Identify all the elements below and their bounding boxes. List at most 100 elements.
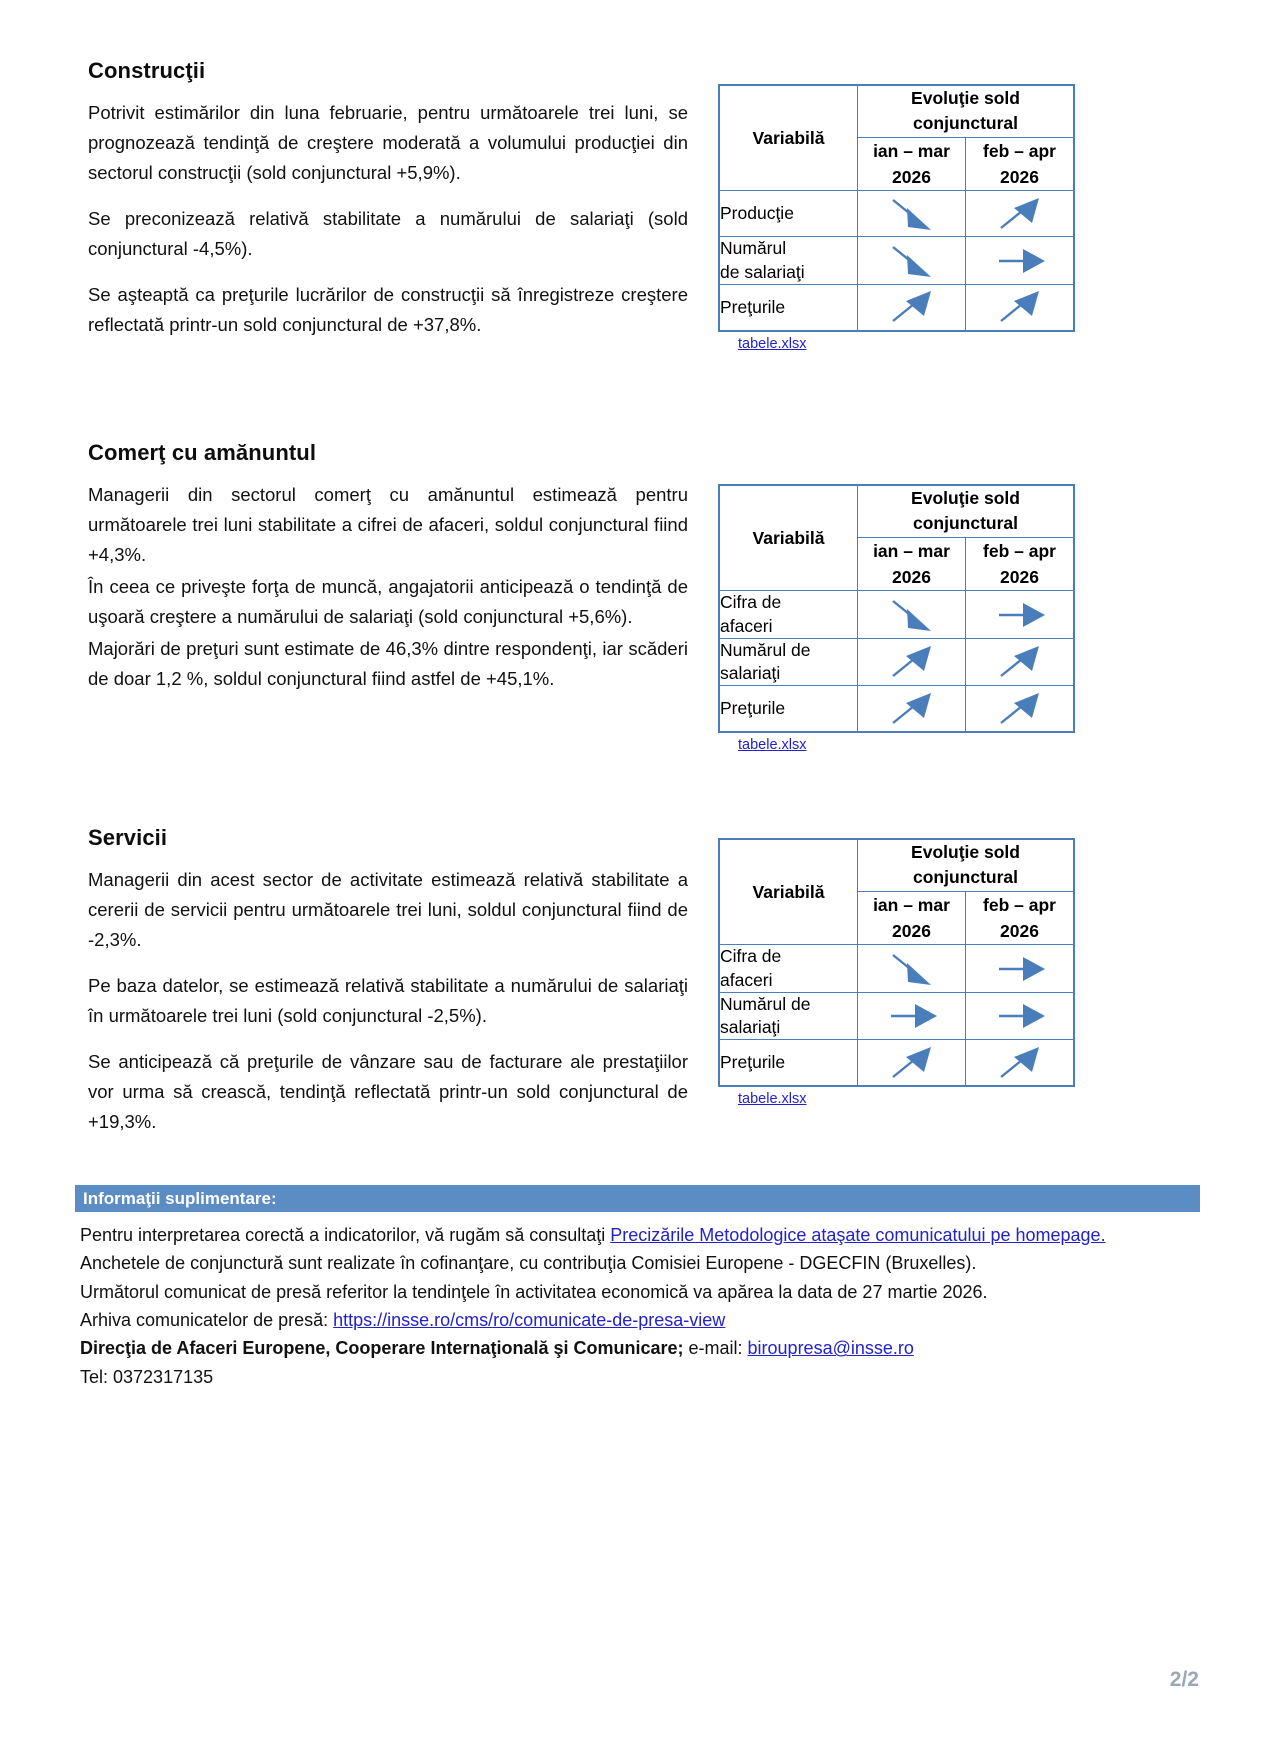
footer-text-block: Pentru interpretarea corectă a indicator… [80,1222,1200,1392]
paragraph: Majorări de preţuri sunt estimate de 46,… [88,637,688,689]
table-row: Preţurile [718,283,1075,332]
table-row: Cifra de afaceri [718,590,1075,639]
row-label: Preţurile [718,685,858,733]
table-row: Numărul de salariaţi [718,637,1075,687]
section-title: Comerţ cu amănuntul [88,440,317,465]
paragraph: Managerii din sectorul comerţ cu amănunt… [88,484,688,565]
footer-line-2: Anchetele de conjunctură sunt realizate … [80,1253,977,1274]
footer-line-5: Direcţia de Afaceri Europene, Cooperare … [80,1335,1200,1362]
cell-period-1 [857,283,966,332]
cell-period-2 [965,283,1075,332]
arrow-up-right-icon [989,692,1051,724]
row-label: Numărul de salariaţi [718,637,858,687]
arrow-up-right-icon [881,1046,943,1078]
arrow-right-icon [989,1004,1051,1029]
cell-period-2 [965,590,1075,639]
table-block-servicii: Variabilă Evoluţie sold conjunctural ian – … [718,838,1075,1107]
cell-period-1 [857,991,966,1041]
cell-period-1 [857,236,966,285]
header-variabila: Variabilă [718,838,858,946]
section-servicii: Servicii Managerii din acest sector de a… [88,825,688,1153]
footer-line-1: Pentru interpretarea corectă a indicator… [80,1222,1200,1249]
arrow-up-right-icon [881,291,943,323]
section-comert: Comerţ cu amănuntul Managerii din sector… [88,440,688,696]
section-title: Servicii [88,825,168,850]
arrow-down-right-icon [881,198,943,230]
footer-line-6: Tel: 0372317135 [80,1366,214,1387]
cell-period-2 [965,1039,1075,1087]
footer-line-4-text: Arhiva comunicatelor de presă: [80,1310,334,1331]
table-row: Numărul de salariaţi [718,236,1075,285]
arrow-up-right-icon [989,291,1051,323]
cell-period-2 [965,991,1075,1041]
table-block-constructii: Variabilă Evoluţie sold conjunctural ian – … [718,84,1075,352]
table-header-row: Variabilă Evoluţie sold conjunctural [718,838,1075,946]
cell-period-2 [965,190,1075,238]
table-row: Numărul de salariaţi [718,991,1075,1041]
header-period-2: feb – apr 2026 [965,136,1075,192]
arrow-up-right-icon [989,197,1051,229]
arrow-up-right-icon [989,646,1051,677]
cell-period-1 [857,637,966,687]
arrow-down-right-icon [881,599,943,631]
cell-period-1 [857,190,966,238]
cell-period-2 [965,236,1075,285]
arrow-right-icon [881,1004,943,1029]
arrow-right-icon [989,602,1051,627]
cell-period-1 [857,944,966,993]
cell-period-2 [965,685,1075,733]
tabele-xlsx-link[interactable]: tabele.xlsx [738,737,807,754]
table-subheader-row: ian – mar 2026 feb – apr 2026 [719,136,1075,192]
paragraph: Se anticipează că preţurile de vânzare s… [88,1050,688,1132]
header-period-1: ian – mar 2026 [857,136,966,192]
directia-label: Direcţia de Afaceri Europene, Cooperare … [80,1338,684,1359]
row-label: Preţurile [718,283,858,332]
row-label: Numărul de salariaţi [718,991,858,1041]
arrow-down-right-icon [881,953,943,985]
table-row: Cifra de afaceri [718,944,1075,993]
arhiva-link[interactable]: https://insse.ro/cms/ro/comunicate-de-pr… [333,1310,726,1331]
conjunctural-table-comert: Variabilă Evoluţie sold conjunctural ian – … [718,484,1075,734]
footer-line-3: Următorul comunicat de presă referitor l… [80,1281,988,1302]
table-subheader-row: ian – mar 2026 feb – apr 2026 [719,536,1075,592]
cell-period-2 [965,944,1075,993]
email-label: e-mail: [683,1338,748,1359]
header-variabila: Variabilă [718,84,858,192]
paragraph: Se preconizează relativă stabilitate a n… [88,207,688,259]
header-period-2: feb – apr 2026 [965,890,1075,946]
cell-period-1 [857,1039,966,1087]
cell-period-1 [857,590,966,639]
table-row: Preţurile [718,685,1075,733]
row-label: Preţurile [718,1039,858,1087]
arrow-up-right-icon [881,646,943,677]
header-evolutie: Evoluţie sold conjunctural [857,484,1075,538]
table-block-comert: Variabilă Evoluţie sold conjunctural ian – … [718,484,1075,753]
table-subheader-row: ian – mar 2026 feb – apr 2026 [719,890,1075,946]
metodologice-link[interactable]: Precizările Metodologice ataşate comunic… [610,1225,1106,1245]
table-row: Producţie [718,190,1075,238]
section-title: Construcţii [88,58,206,83]
table-header-row: Variabilă Evoluţie sold conjunctural [718,84,1075,192]
arrow-down-right-icon [881,245,943,277]
paragraph: Se aşteaptă ca preţurile lucrărilor de c… [88,283,688,335]
section-constructii: Construcţii Potrivit estimărilor din lun… [88,58,688,356]
row-label: Cifra de afaceri [718,590,858,639]
row-label: Producţie [718,190,858,238]
arrow-up-right-icon [881,692,943,724]
table-row: Preţurile [718,1039,1075,1087]
paragraph: Pe baza datelor, se estimează relativă s… [88,974,688,1026]
email-link[interactable]: biroupresa@insse.ro [747,1338,914,1359]
header-period-1: ian – mar 2026 [857,536,966,592]
tabele-xlsx-link[interactable]: tabele.xlsx [738,335,807,352]
conjunctural-table-servicii: Variabilă Evoluţie sold conjunctural ian – … [718,838,1075,1088]
conjunctural-table-constructii: Variabilă Evoluţie sold conjunctural ian – … [718,84,1075,332]
header-period-1: ian – mar 2026 [857,890,966,946]
footer-bar: Informaţii suplimentare: [75,1185,1200,1212]
cell-period-1 [857,685,966,733]
footer-line-4: Arhiva comunicatelor de presă: https://i… [80,1307,1200,1334]
tabele-xlsx-link[interactable]: tabele.xlsx [738,1091,807,1108]
cell-period-2 [965,637,1075,687]
row-label: Numărul de salariaţi [718,236,858,285]
header-evolutie: Evoluţie sold conjunctural [857,84,1075,138]
